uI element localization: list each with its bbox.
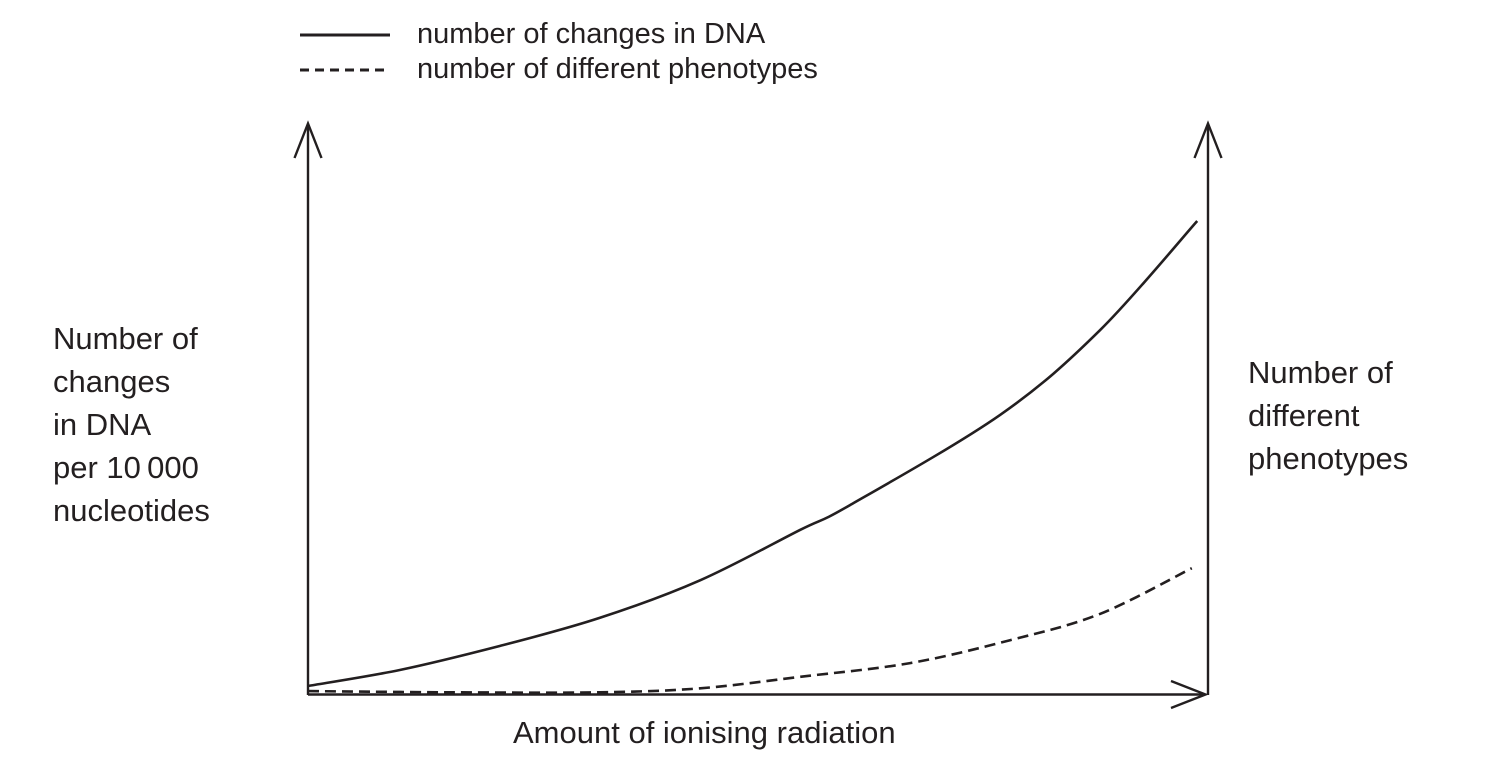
solid-line-sample-icon bbox=[300, 33, 390, 36]
legend-label-phenotypes: number of different phenotypes bbox=[417, 53, 818, 85]
legend-label-dna-changes: number of changes in DNA bbox=[417, 18, 766, 50]
y-axis-label-left-line: per 10 000 bbox=[53, 450, 199, 485]
legend-item-phenotypes: number of different phenotypes bbox=[300, 52, 818, 87]
legend-item-dna-changes: number of changes in DNA bbox=[300, 17, 818, 52]
y-axis-label-left-line: nucleotides bbox=[53, 493, 210, 528]
legend: number of changes in DNA number of diffe… bbox=[300, 17, 818, 87]
y-axis-left-arrowhead-icon bbox=[293, 120, 323, 159]
curve-dna-changes bbox=[307, 220, 1199, 688]
dashed-line-sample-icon bbox=[300, 68, 390, 71]
y-axis-label-right-line: Number of bbox=[1248, 355, 1393, 390]
y-axis-label-left-line: changes bbox=[53, 364, 171, 399]
y-axis-label-left: Number of changes in DNA per 10 000 nucl… bbox=[53, 317, 210, 532]
x-axis-arrowhead-icon bbox=[1170, 679, 1209, 710]
curve-phenotypes bbox=[307, 567, 1193, 694]
x-axis-label: Amount of ionising radiation bbox=[513, 715, 896, 750]
y-axis-label-left-line: Number of bbox=[53, 321, 198, 356]
y-axis-right-arrowhead-icon bbox=[1193, 120, 1223, 159]
y-axis-label-right-line: phenotypes bbox=[1248, 441, 1409, 476]
y-axis-label-left-line: in DNA bbox=[53, 407, 152, 442]
y-axis-label-right-line: different bbox=[1248, 398, 1360, 433]
curves-group bbox=[307, 220, 1199, 694]
y-axis-label-right: Number of different phenotypes bbox=[1248, 351, 1408, 480]
